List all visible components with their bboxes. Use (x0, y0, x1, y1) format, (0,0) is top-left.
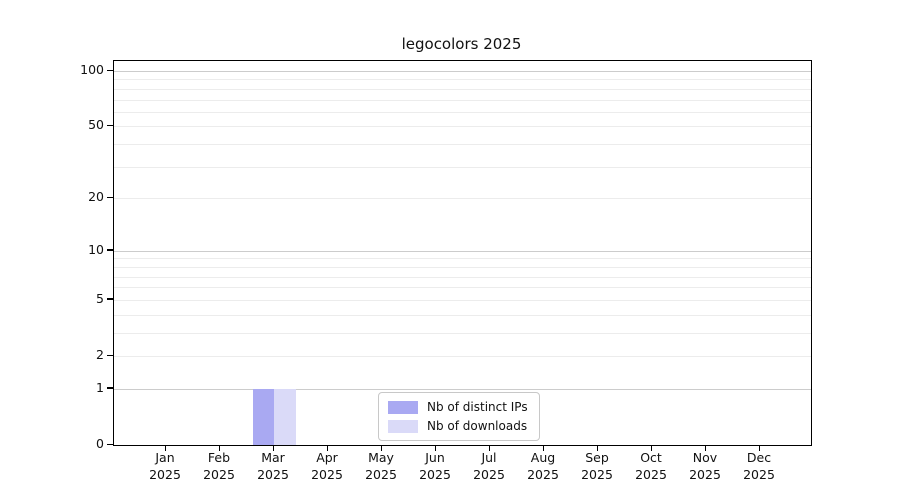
legend-entry-distinct-ips: Nb of distinct IPs (388, 400, 528, 414)
x-tick-year: 2025 (203, 466, 235, 482)
x-tick-mark (380, 445, 382, 451)
x-tick-year: 2025 (149, 466, 181, 482)
x-tick-year: 2025 (311, 466, 343, 482)
y-tick-mark (106, 196, 113, 199)
gridline-minor (114, 111, 811, 113)
x-tick-mark (326, 445, 328, 451)
legend-entry-downloads: Nb of downloads (388, 419, 528, 433)
x-tick-label: Aug 2025 (511, 450, 575, 483)
x-tick-label: Jul 2025 (457, 450, 521, 483)
x-tick-mark (434, 445, 436, 451)
y-tick-mark (106, 249, 113, 251)
y-tick-label: 0 (96, 436, 104, 451)
gridline-minor (114, 126, 811, 128)
gridline-minor (114, 276, 811, 278)
y-tick-label: 100 (80, 62, 104, 77)
y-tick-mark (106, 298, 113, 300)
x-tick-mark (650, 445, 652, 451)
legend: Nb of distinct IPs Nb of downloads (378, 392, 540, 441)
x-tick-mark (542, 445, 544, 451)
y-tick-mark (106, 69, 113, 71)
x-tick-year: 2025 (257, 466, 289, 482)
x-tick-mark (488, 445, 490, 451)
x-tick-mark (164, 445, 166, 451)
x-tick-year: 2025 (689, 466, 721, 482)
y-tick-mark (106, 354, 113, 356)
downloads-swatch-icon (388, 419, 418, 433)
distinct-ips-swatch-icon (388, 400, 418, 414)
gridline-major (114, 388, 811, 390)
gridline-minor (114, 198, 811, 200)
x-tick-label: Mar 2025 (241, 450, 305, 483)
y-tick-label: 50 (88, 117, 104, 133)
x-tick-label: Oct 2025 (619, 450, 683, 483)
x-tick-label: Dec 2025 (727, 450, 791, 483)
x-tick-label: Sep 2025 (565, 450, 629, 483)
gridline-minor (114, 144, 811, 146)
x-tick-label: Apr 2025 (295, 450, 359, 483)
gridline-minor (114, 166, 811, 168)
gridline-major (114, 250, 811, 252)
y-tick-label: 2 (96, 347, 104, 362)
y-tick-mark (106, 387, 113, 389)
legend-label-distinct-ips: Nb of distinct IPs (427, 400, 528, 414)
gridline-minor (114, 356, 811, 357)
y-tick-label: 5 (96, 290, 104, 306)
gridline-minor (114, 99, 811, 101)
x-tick-mark (704, 445, 706, 451)
x-tick-mark (218, 445, 220, 451)
x-tick-year: 2025 (635, 466, 667, 482)
x-tick-year: 2025 (419, 466, 451, 482)
bar-downloads (274, 388, 296, 445)
chart-title: legocolors 2025 (401, 35, 522, 53)
x-tick-year: 2025 (581, 466, 613, 482)
gridline-minor (114, 314, 811, 316)
x-tick-label: Feb 2025 (187, 450, 251, 483)
y-tick-mark (106, 443, 113, 445)
y-tick-label: 10 (88, 241, 104, 257)
y-tick-label: 20 (88, 189, 104, 205)
bar-distinct-ips (252, 388, 274, 445)
y-tick-mark (106, 124, 113, 127)
gridline-minor (114, 88, 811, 90)
x-tick-mark (596, 445, 598, 451)
y-tick-label: 1 (96, 379, 104, 395)
gridline-minor (114, 258, 811, 260)
x-tick-label: Nov 2025 (673, 450, 737, 483)
legend-label-downloads: Nb of downloads (427, 419, 528, 433)
plot-area (113, 60, 812, 446)
x-tick-mark (758, 445, 760, 451)
gridline-minor (114, 266, 811, 268)
gridline-minor (114, 79, 811, 81)
x-tick-label: May 2025 (349, 450, 413, 483)
x-tick-year: 2025 (743, 466, 775, 482)
x-tick-year: 2025 (473, 466, 505, 482)
gridline-minor (114, 287, 811, 289)
x-tick-year: 2025 (527, 466, 559, 482)
x-tick-label: Jun 2025 (403, 450, 467, 483)
x-tick-year: 2025 (365, 466, 397, 482)
x-tick-label: Jan 2025 (133, 450, 197, 483)
gridline-minor (114, 299, 811, 301)
gridline-major (114, 71, 811, 72)
x-tick-mark (272, 445, 274, 451)
gridline-minor (114, 332, 811, 334)
